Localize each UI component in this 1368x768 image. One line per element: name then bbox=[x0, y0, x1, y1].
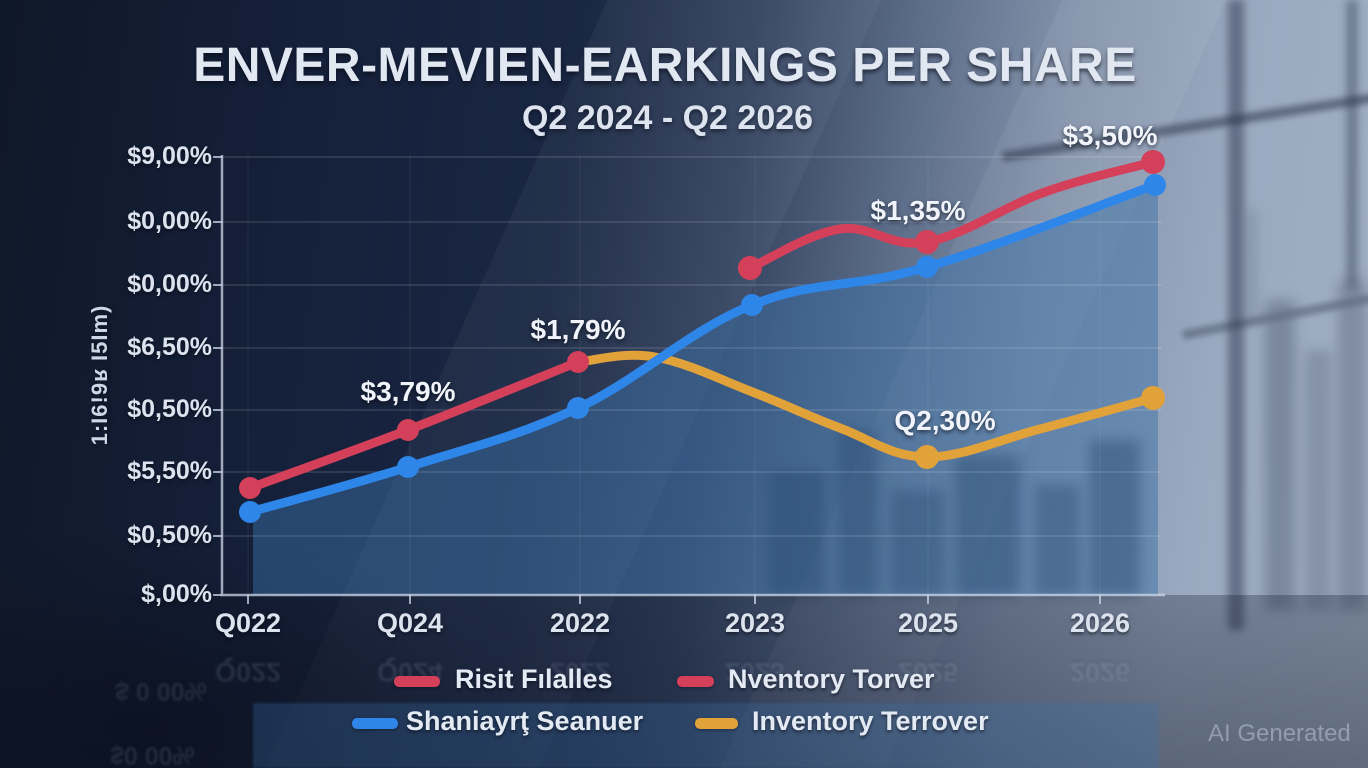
window-mullion bbox=[1228, 0, 1244, 630]
data-label: $3,79% bbox=[360, 376, 456, 407]
chart-subtitle: Q2 2024 - Q2 2026 bbox=[521, 99, 814, 137]
y-tick-label: $9,00% bbox=[127, 142, 212, 170]
series-marker-1 bbox=[567, 397, 589, 419]
series-marker-1 bbox=[741, 294, 763, 316]
data-label: $1,35% bbox=[870, 195, 966, 226]
area-fill-reflection bbox=[253, 703, 1158, 768]
data-label: $3,50% bbox=[1062, 120, 1158, 151]
legend-swatch bbox=[352, 718, 398, 729]
legend-swatch bbox=[677, 676, 714, 687]
y-tick-label: $,00% bbox=[141, 580, 212, 608]
axis-reflection-text: $ 0 00% bbox=[115, 677, 207, 705]
series-marker-1 bbox=[239, 501, 261, 523]
data-label: $1,79% bbox=[530, 314, 626, 345]
series-marker-0 bbox=[1141, 386, 1165, 410]
axis-lines bbox=[220, 155, 1165, 597]
x-tick-label: Q024 bbox=[376, 608, 444, 638]
y-tick-label: $6,50% bbox=[127, 333, 212, 361]
y-tick-label: $0,00% bbox=[127, 207, 212, 235]
skyline-building bbox=[1338, 280, 1366, 610]
series-marker-1 bbox=[397, 456, 419, 478]
series-marker-1 bbox=[916, 256, 938, 278]
y-tick-label: $0,00% bbox=[127, 270, 212, 298]
skyline-building bbox=[1248, 210, 1254, 320]
series-marker-2 bbox=[397, 419, 419, 441]
series-marker-3 bbox=[915, 230, 939, 254]
x-tick-label: 2026 bbox=[1069, 608, 1131, 638]
legend-label: Risit Fılalles bbox=[455, 664, 613, 694]
skyline-building bbox=[890, 490, 945, 595]
skyline-building bbox=[1035, 485, 1080, 595]
window-mullion bbox=[1346, 0, 1358, 290]
legend-swatch bbox=[394, 676, 440, 687]
legend-label: Shaniayrţ Seanuer bbox=[406, 706, 644, 736]
skyline-building bbox=[770, 470, 825, 595]
skyline-building bbox=[1265, 300, 1295, 610]
axis-reflection-text: $0 00% bbox=[110, 741, 195, 768]
legend-label: Nventory Torver bbox=[728, 664, 935, 694]
x-tick-label: 2025 bbox=[897, 608, 959, 638]
skyline-building bbox=[1305, 350, 1331, 610]
series-marker-2 bbox=[567, 351, 589, 373]
series-marker-1 bbox=[1144, 174, 1166, 196]
x-tick-label: 2023 bbox=[724, 608, 786, 638]
x-tick-label: 2022 bbox=[549, 608, 611, 638]
series-marker-0 bbox=[915, 445, 939, 469]
series-marker-2 bbox=[239, 477, 261, 499]
y-axis-title: 1:I6!9ʁ I5Im) bbox=[87, 304, 112, 446]
skyline-building bbox=[1090, 440, 1140, 595]
ai-generated-watermark: AI Generated bbox=[1208, 720, 1351, 747]
chart-title: ENVER-MEVIEN-EARKINGS PER SHARE bbox=[193, 39, 1137, 92]
legend-swatch bbox=[695, 718, 738, 729]
x-tick-reflection: 2026 bbox=[1069, 657, 1131, 687]
y-tick-label: $0,50% bbox=[127, 521, 212, 549]
series-marker-3 bbox=[738, 256, 762, 280]
skyline-building bbox=[838, 430, 878, 595]
y-tick-label: $0,50% bbox=[127, 395, 212, 423]
x-tick-label: Q022 bbox=[214, 608, 282, 638]
legend-label: Inventory Terrover bbox=[752, 706, 989, 736]
data-label: Q2,30% bbox=[894, 405, 996, 436]
y-tick-label: $5,50% bbox=[127, 457, 212, 485]
skyline-building bbox=[955, 455, 1020, 595]
series-marker-3 bbox=[1141, 150, 1165, 174]
